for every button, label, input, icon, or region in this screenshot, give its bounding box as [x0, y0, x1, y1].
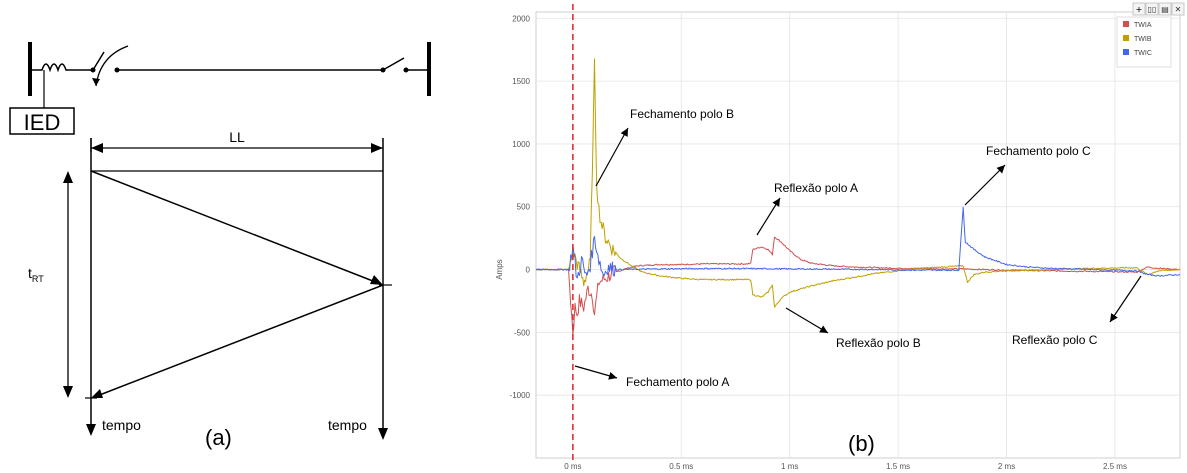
- x-tick-label: 0.5 ms: [669, 462, 693, 471]
- y-tick-label: -1000: [510, 391, 531, 400]
- annotation-label: Fechamento polo C: [986, 144, 1091, 158]
- panel-a-label: (a): [205, 425, 232, 450]
- breaker-right-blade: [383, 58, 404, 70]
- trt-top-arrowhead-icon: [63, 171, 73, 183]
- panel-b-label: (b): [848, 431, 875, 456]
- right-time-arrowhead-icon: [378, 428, 388, 440]
- left-axis-label: tempo: [102, 417, 141, 433]
- trt-bottom-arrowhead-icon: [63, 386, 73, 398]
- x-tick-label: 2 ms: [998, 462, 1015, 471]
- x-tick-label: 1.5 ms: [886, 462, 910, 471]
- annotation-label: Fechamento polo A: [626, 375, 729, 389]
- y-tick-label: 1500: [512, 77, 530, 86]
- ll-label: LL: [229, 129, 245, 145]
- panel-a-lattice-diagram: IED LL tRT tempo tempo (a): [10, 42, 429, 450]
- y-tick-label: 2000: [512, 14, 530, 23]
- wave-reflected-arrowhead-icon: [91, 389, 103, 398]
- panel-b-waveform-chart: -1000 -500 0 500 1000 1500 2000 0 ms 0.5 ms 1 ms 1…: [495, 3, 1184, 471]
- plus-icon: +: [1136, 5, 1143, 14]
- x-tick-label: 2.5 ms: [1103, 462, 1127, 471]
- ll-left-arrowhead-icon: [91, 143, 103, 153]
- annotation-label: Fechamento polo B: [630, 107, 734, 121]
- wave-reflected-path: [97, 285, 383, 396]
- ll-right-arrowhead-icon: [371, 143, 383, 153]
- legend-entry-twia[interactable]: TWIA: [1134, 22, 1152, 29]
- breaker-closing-arrow-icon: [96, 46, 128, 86]
- chart-legend: TWIA TWIB TWIC: [1117, 17, 1171, 67]
- legend-swatch-twia: [1123, 21, 1129, 27]
- x-tick-label: 0 ms: [564, 462, 581, 471]
- legend-entry-twib[interactable]: TWIB: [1134, 36, 1152, 43]
- legend-swatch-twic: [1123, 49, 1129, 55]
- close-icon: ✕: [1175, 5, 1182, 14]
- breaker-closing-arrowhead-icon: [92, 78, 100, 86]
- annotation-label: Reflexão polo A: [774, 181, 858, 195]
- trt-label-sub: RT: [32, 274, 44, 284]
- legend-swatch-twib: [1123, 35, 1129, 41]
- y-tick-label: 1000: [512, 140, 530, 149]
- y-axis-label: Amps: [495, 259, 504, 279]
- left-time-arrowhead-icon: [86, 424, 96, 436]
- wave-forward-arrowhead-icon: [370, 275, 383, 285]
- y-tick-label: 0: [526, 266, 531, 275]
- right-axis-label: tempo: [328, 417, 367, 433]
- legend-entry-twic[interactable]: TWIC: [1134, 50, 1152, 57]
- y-tick-label: 500: [517, 203, 531, 212]
- x-tick-label: 1 ms: [781, 462, 798, 471]
- ied-label: IED: [24, 110, 61, 135]
- trt-label: tRT: [28, 265, 44, 284]
- annotation-label: Reflexão polo C: [1012, 333, 1098, 347]
- menu-icon: ▤: [1161, 5, 1169, 14]
- y-tick-label: -500: [514, 328, 531, 337]
- columns-icon: ▯▯: [1148, 5, 1157, 14]
- plot-area: [536, 12, 1180, 458]
- wave-forward-path: [91, 171, 378, 283]
- current-transformer-icon: [30, 64, 72, 70]
- annotation-label: Reflexão polo B: [836, 336, 921, 350]
